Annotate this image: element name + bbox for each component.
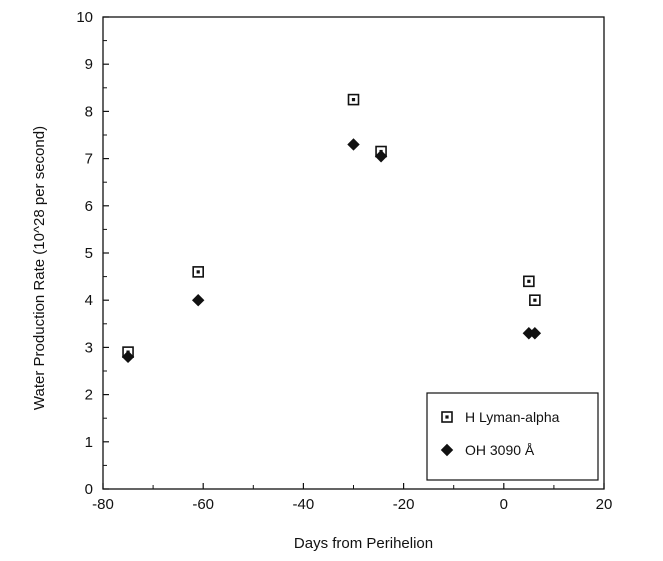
y-tick-label: 7 [85,151,93,168]
data-points [121,93,542,364]
axis-ticks [102,16,605,490]
legend: H Lyman-alpha OH 3090 Å [426,392,599,481]
oh-3090-point [347,138,360,151]
oh-3090-point [191,293,205,307]
legend-entry-label: H Lyman-alpha [465,409,560,425]
y-tick-label: 8 [85,103,93,120]
h-lyman-alpha-point [529,294,541,307]
x-tick-label: 20 [596,496,613,513]
x-tick-label: -80 [92,496,114,513]
y-tick-label: 2 [85,387,93,404]
y-tick-label: 10 [76,9,93,26]
legend-marker [441,411,453,423]
oh-3090-point [528,327,542,340]
x-tick-label: 0 [500,496,508,513]
y-tick-label: 5 [85,245,93,262]
y-tick-labels: 0 1 2 3 4 5 6 7 8 9 10 [76,9,93,498]
y-tick-label: 3 [85,339,93,356]
x-tick-label: -40 [293,496,315,513]
y-tick-label: 6 [85,198,93,215]
y-tick-label: 9 [85,56,93,73]
h-lyman-alpha-point [523,275,535,288]
y-axis-label: Water Production Rate (10^28 per second) [31,126,48,410]
legend-box [426,392,599,481]
x-tick-labels: -80 -60 -40 -20 0 20 [92,496,612,513]
x-tick-label: -20 [393,496,415,513]
y-tick-label: 1 [85,434,93,451]
legend-marker [440,443,454,457]
x-tick-label: -60 [192,496,214,513]
y-tick-label: 0 [85,481,93,498]
legend-entry-label: OH 3090 Å [465,442,535,458]
y-tick-label: 4 [85,292,93,309]
h-lyman-alpha-point [192,266,204,278]
oh-3090-point [121,350,135,364]
h-lyman-alpha-point [347,93,360,106]
x-axis-label: Days from Perihelion [294,535,433,552]
oh-3090-point [374,150,388,163]
